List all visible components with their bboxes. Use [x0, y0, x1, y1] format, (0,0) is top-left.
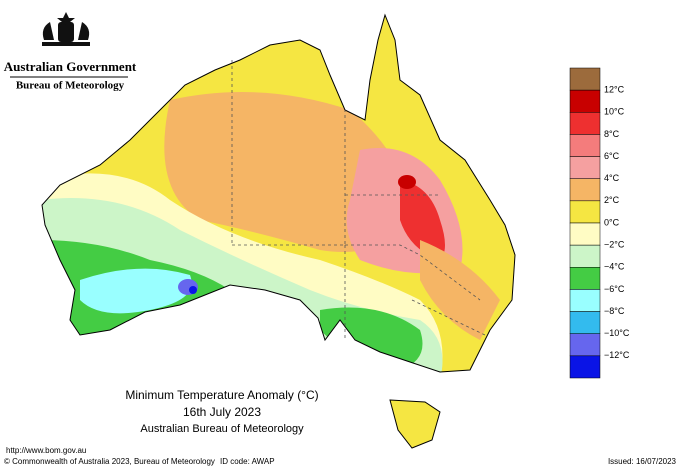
- footer-url[interactable]: http://www.bom.gov.au: [6, 446, 86, 455]
- legend-swatch: [569, 267, 601, 290]
- legend-label: −12°C: [604, 350, 630, 360]
- legend-swatch: [569, 333, 601, 357]
- legend-swatch: [569, 222, 601, 246]
- legend-swatch: [569, 67, 601, 91]
- map-source: Australian Bureau of Meteorology: [140, 423, 304, 435]
- legend-label: 2°C: [604, 195, 620, 205]
- footer-id: ID code: AWAP: [220, 457, 275, 466]
- coat-of-arms: [42, 12, 90, 46]
- footer-copyright: © Commonwealth of Australia 2023, Bureau…: [4, 457, 215, 466]
- legend-label: −4°C: [604, 262, 625, 272]
- legend-label: 10°C: [604, 107, 625, 117]
- legend-swatch: [569, 289, 601, 312]
- government-name: Australian Government: [4, 59, 137, 74]
- legend-label: −8°C: [604, 306, 625, 316]
- legend-swatch: [569, 311, 601, 334]
- legend-label: 6°C: [604, 151, 620, 161]
- tasmania: [389, 399, 441, 449]
- legend-label: 12°C: [604, 85, 625, 95]
- legend-swatch: [569, 134, 601, 157]
- legend-swatch: [569, 112, 601, 135]
- legend-label: −2°C: [604, 240, 625, 250]
- map-date: 16th July 2023: [183, 405, 261, 419]
- legend-label: 0°C: [604, 217, 620, 227]
- legend-label: 4°C: [604, 173, 620, 183]
- state-borders: [231, 60, 486, 338]
- legend-label: −10°C: [604, 328, 630, 338]
- legend-swatch: [569, 89, 601, 113]
- legend: 12°C 10°C 8°C 6°C 4°C 2°C 0°C −2°C −4°C −6°C −8°C −…: [569, 67, 630, 379]
- footer-issued: Issued: 16/07/2023: [608, 457, 677, 466]
- legend-label: 8°C: [604, 129, 620, 139]
- legend-swatch: [569, 156, 601, 179]
- map-title: Minimum Temperature Anomaly (°C): [125, 388, 318, 402]
- coastline: [41, 13, 516, 373]
- legend-swatch: [569, 178, 601, 202]
- bureau-name: Bureau of Meteorology: [16, 80, 125, 92]
- legend-swatch: [569, 244, 601, 268]
- legend-label: −6°C: [604, 284, 625, 294]
- legend-swatch: [569, 355, 601, 379]
- legend-swatch: [569, 200, 601, 224]
